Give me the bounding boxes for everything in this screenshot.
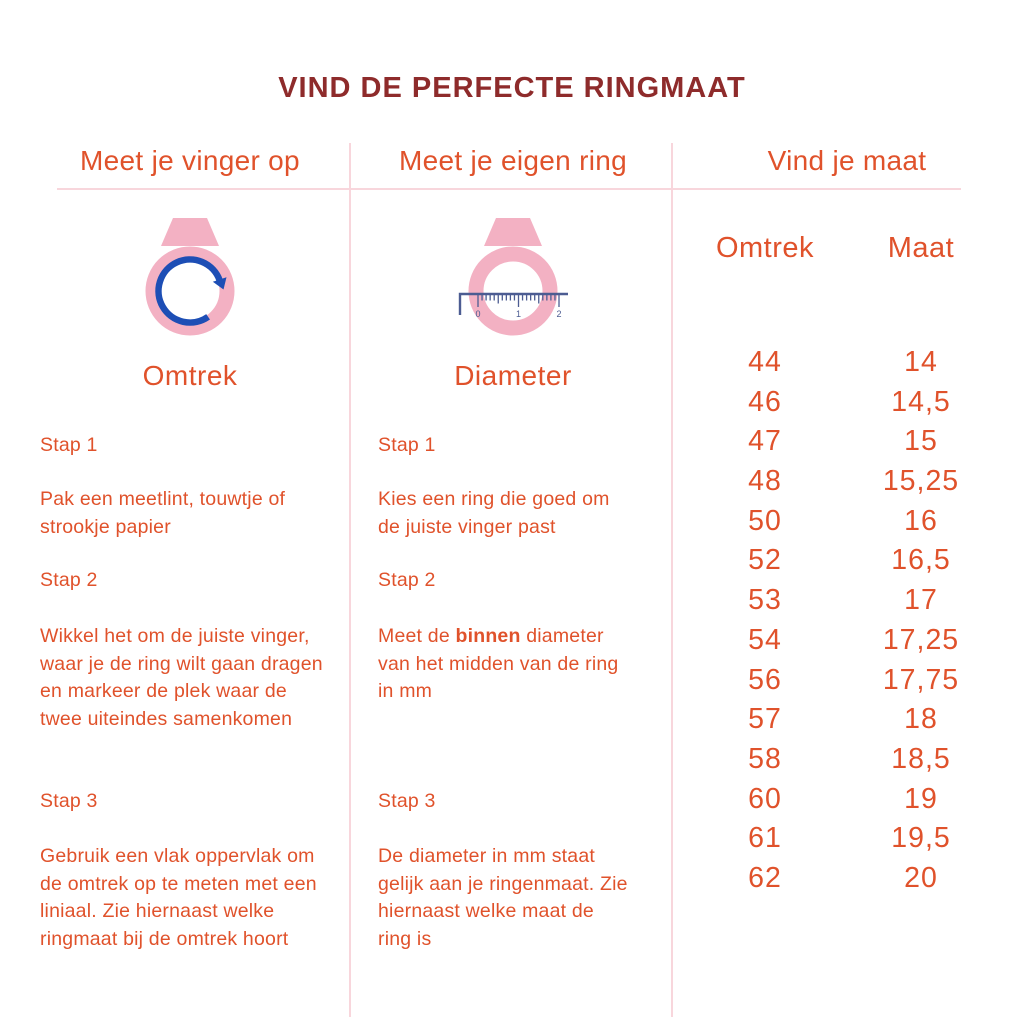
maat-value: 17,25 [882,623,960,656]
ring-gem [161,218,219,246]
omtrek-value: 52 [748,544,782,577]
table-row: 48 15,25 [690,462,1002,502]
maat-value: 18 [904,703,938,736]
ring-band [468,246,558,336]
size-table-header-omtrek: Omtrek [715,232,815,264]
maat-value: 16 [904,504,938,537]
omtrek-value: 57 [748,703,782,736]
table-row: 54 17,25 [690,621,1002,661]
table-row: 47 15 [690,422,1002,462]
ring-diameter-icon: 0 1 2 [448,215,578,340]
omtrek-value: 44 [748,346,782,378]
finger-step1-label: Stap 1 [40,434,98,456]
omtrek-value: 50 [748,504,782,537]
column-divider-2 [671,143,673,1017]
ring-gem [484,218,542,246]
column-header-finger: Meet je vinger op [80,145,300,176]
omtrek-value: 48 [748,465,782,498]
circumference-arrow-head [212,277,227,290]
ring-band [145,246,235,336]
table-row: 56 17,75 [690,661,1002,701]
omtrek-value: 58 [748,742,782,775]
table-row: 50 16 [690,502,1002,542]
table-row: 57 18 [690,700,1002,740]
ring-step1-label: Stap 1 [378,434,436,456]
icon-label-omtrek: Omtrek [142,360,238,391]
omtrek-value: 53 [748,584,782,617]
finger-step2-text: Wikkel het om de juiste vinger, waar je … [40,625,323,730]
ruler-ticks [477,294,560,307]
table-row: 61 19,5 [690,819,1002,859]
omtrek-value: 54 [748,623,782,656]
maat-value: 14 [904,346,938,378]
circumference-arrow-arc [155,256,223,326]
table-row: 52 16,5 [690,541,1002,581]
ring-step3-text: De diameter in mm staat gelijk aan je ri… [378,845,628,950]
icon-label-diameter: Diameter [454,360,572,391]
table-row: 58 18,5 [690,740,1002,780]
ruler-baseline [458,292,568,315]
table-row: 46 14,5 [690,383,1002,423]
ring-step2-label: Stap 2 [378,569,436,591]
size-table-header-maat: Maat [887,232,955,264]
finger-step2-label: Stap 2 [40,569,98,591]
finger-step1-text: Pak een meetlint, touwtje of strookje pa… [40,488,286,538]
maat-value: 18,5 [891,742,951,775]
ruler-label-2: 2 [556,309,561,319]
omtrek-value: 61 [748,822,782,855]
omtrek-value: 62 [748,861,782,894]
maat-value: 16,5 [891,544,951,577]
page-title: VIND DE PERFECTE RINGMAAT [278,72,746,104]
maat-value: 17,75 [882,663,960,696]
omtrek-value: 47 [748,425,782,458]
table-row: 62 20 [690,859,1002,899]
maat-value: 17 [904,584,938,617]
ring-step1-text: Kies een ring die goed om de juiste ving… [378,488,610,538]
table-row: 60 19 [690,780,1002,820]
maat-value: 20 [904,861,938,894]
maat-value: 19 [904,782,938,815]
finger-step3-text: Gebruik een vlak oppervlak om de omtrek … [40,845,317,950]
maat-value: 15 [904,425,938,458]
ring-circumference-icon [140,215,240,340]
column-header-ring: Meet je eigen ring [399,145,627,176]
omtrek-value: 46 [748,385,782,418]
size-table-header: Omtrek Maat [690,232,1002,265]
ring-step2-text-before: Meet de [378,625,456,647]
finger-step3-label: Stap 3 [40,790,98,812]
ruler-label-1: 1 [516,309,521,319]
omtrek-value: 60 [748,782,782,815]
maat-value: 14,5 [891,385,951,418]
ring-step2-text-after: diameter van het midden van de ring in m… [378,625,619,702]
ring-step2-text-bold: binnen [455,625,521,647]
header-underline [57,188,961,190]
column-divider-1 [349,143,351,1017]
maat-value: 15,25 [882,465,960,498]
maat-value: 19,5 [891,822,951,855]
ruler-label-0: 0 [475,309,480,319]
omtrek-value: 56 [748,663,782,696]
column-header-size: Vind je maat [767,145,927,176]
table-row: 53 17 [690,581,1002,621]
table-row: 44 14 [690,343,1002,383]
size-table: 44 14 46 14,5 47 15 48 15,25 50 16 52 16,5 53 1… [690,343,1002,899]
ring-step2-text: Meet de binnen diameter van het midden v… [378,623,628,706]
ring-step3-label: Stap 3 [378,790,436,812]
